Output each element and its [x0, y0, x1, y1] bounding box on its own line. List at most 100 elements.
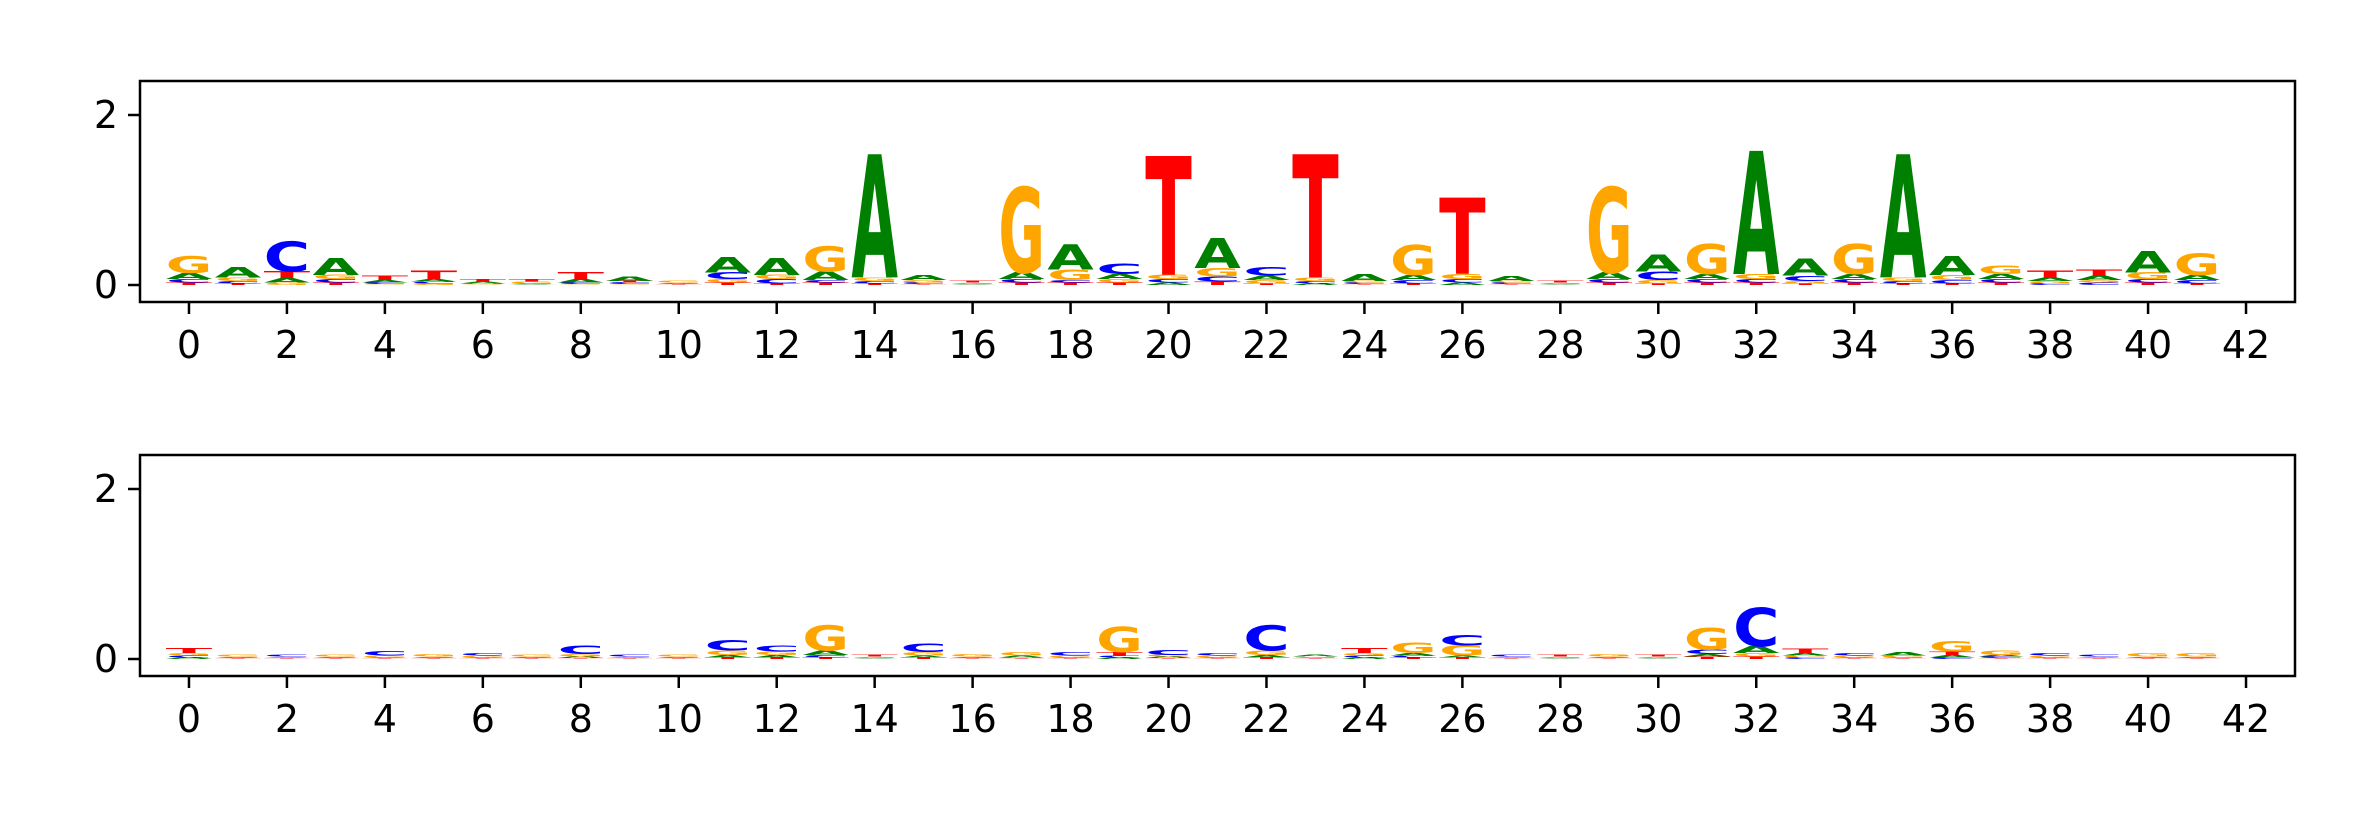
logo-letter-c: C [558, 643, 605, 657]
logo-letter-t: T [2125, 658, 2172, 659]
logo-letter-t: T [1488, 658, 1535, 659]
y-tick-label: 0 [94, 263, 118, 307]
x-tick-label: 20 [1144, 697, 1192, 741]
logo-letter-a: A [949, 284, 996, 285]
logo-letter-t: T [1292, 121, 1339, 318]
logo-letter-a: A [1831, 273, 1878, 281]
logo-letter-g: G [1635, 656, 1682, 657]
logo-letter-a: A [166, 272, 213, 282]
logo-letter-g: G [802, 619, 849, 660]
x-tick-label: 2 [275, 323, 299, 367]
logo-letter-t: T [1831, 282, 1878, 286]
axes-frame [138, 79, 2297, 304]
logo-letter-g: G [949, 653, 996, 657]
logo-letter-g: G [1782, 280, 1829, 284]
logo-letter-g: G [215, 654, 262, 657]
logo-letter-t: T [2174, 658, 2221, 659]
logo-letter-t: T [411, 268, 458, 282]
logo-letter-g: G [166, 252, 213, 279]
x-tick-label: 22 [1242, 697, 1290, 741]
logo-letter-c: C [1782, 274, 1829, 282]
logo-letter-c: C [1096, 655, 1143, 658]
logo-letter-c: C [1880, 657, 1927, 658]
logo-letter-c: C [411, 657, 458, 658]
logo-letter-g: G [1047, 655, 1094, 658]
logo-letter-t: T [802, 282, 849, 286]
logo-letter-c: C [1929, 279, 1976, 284]
logo-letter-g: G [1488, 656, 1535, 657]
logo-letter-c: C [362, 282, 409, 285]
logo-letter-c: C [2174, 657, 2221, 658]
logo-letter-g: G [1145, 274, 1192, 281]
logo-letter-t: T [460, 278, 507, 282]
logo-letter-g: G [264, 656, 311, 657]
logo-letter-t: T [1929, 283, 1976, 286]
logo-letter-t: T [949, 658, 996, 659]
x-tick-label: 24 [1340, 323, 1388, 367]
logo-panel-bottom: ACGTTCAGTAGCTCAGTAGCTCAGTAGCTCAGTAGCTAGC… [94, 453, 2297, 741]
logo-letter-c: C [1978, 656, 2025, 659]
logo-letter-a: A [1145, 282, 1192, 286]
logo-letter-a: A [900, 274, 947, 282]
x-tick-label: 36 [1928, 323, 1976, 367]
logo-letter-a: A [362, 657, 409, 658]
logo-letter-a: A [1047, 237, 1094, 278]
logo-letter-g: G [998, 164, 1045, 300]
logo-letter-t: T [1047, 658, 1094, 659]
logo-letter-t: T [1145, 125, 1192, 314]
logo-letter-c: C [949, 283, 996, 284]
logo-letter-c: C [607, 654, 654, 657]
logo-letter-g: G [460, 284, 507, 285]
logo-letter-c: C [509, 283, 556, 284]
logo-letter-a: A [655, 282, 702, 283]
logo-letter-a: A [704, 253, 751, 278]
logo-letter-c: C [1341, 655, 1388, 658]
logo-letter-t: T [1880, 658, 1927, 659]
logo-letter-a: A [1733, 117, 1780, 314]
logo-letter-g: G [1243, 279, 1290, 284]
logo-letter-c: C [998, 278, 1045, 283]
logo-letter-g: G [1586, 164, 1633, 300]
x-tick-label: 30 [1634, 697, 1682, 741]
x-tick-label: 28 [1536, 697, 1584, 741]
logo-letter-g: G [1978, 650, 2025, 657]
logo-letter-c: C [1782, 657, 1829, 660]
logo-letter-a: A [1586, 656, 1633, 657]
logo-letter-g: G [313, 274, 360, 281]
logo-letter-g: G [1880, 277, 1927, 282]
logo-letter-a: A [1488, 657, 1535, 658]
logo-letter-t: T [1390, 283, 1437, 286]
logo-letter-g: G [1733, 652, 1780, 657]
logo-letter-g: G [1390, 640, 1437, 656]
logo-letter-g: G [1194, 266, 1241, 280]
logo-letter-t: T [998, 658, 1045, 659]
logo-letter-t: T [704, 657, 751, 660]
x-tick-label: 12 [753, 323, 801, 367]
logo-letter-g: G [753, 651, 800, 656]
x-tick-label: 34 [1830, 697, 1878, 741]
logo-letter-t: T [1096, 282, 1143, 286]
logo-letter-c: C [1145, 648, 1192, 656]
logo-letter-g: G [1782, 655, 1829, 658]
logo-letter-a: A [460, 281, 507, 284]
logo-letter-a: A [1390, 274, 1437, 282]
logo-letter-g: G [1537, 656, 1584, 657]
logo-letter-g: G [655, 280, 702, 283]
x-tick-label: 20 [1144, 323, 1192, 367]
logo-letter-c: C [1047, 651, 1094, 656]
logo-letter-a: A [264, 277, 311, 284]
logo-letter-t: T [1047, 282, 1094, 286]
logo-letter-g: G [2076, 656, 2123, 657]
x-tick-label: 10 [655, 697, 703, 741]
logo-letter-a: A [1047, 657, 1094, 658]
logo-letter-c: C [1733, 278, 1780, 283]
logo-letter-c: C [264, 654, 311, 657]
logo-letter-a: A [362, 279, 409, 283]
logo-letter-t: T [1439, 657, 1486, 660]
logo-letter-t: T [851, 654, 898, 657]
logo-letter-g: G [753, 274, 800, 281]
logo-letter-t: T [1929, 651, 1976, 656]
logo-letter-c: C [851, 657, 898, 658]
logo-letter-c: C [704, 637, 751, 653]
logo-letter-t: T [1292, 658, 1339, 659]
